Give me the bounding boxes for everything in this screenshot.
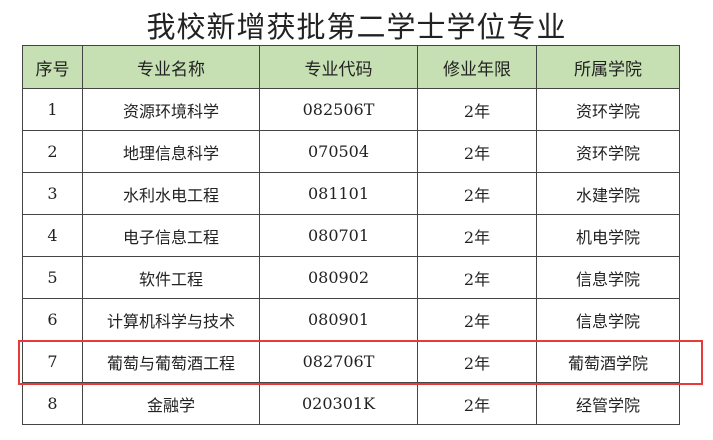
cell-college: 资环学院 bbox=[536, 130, 680, 173]
cell-index: 1 bbox=[22, 88, 83, 131]
cell-duration: 2年 bbox=[417, 130, 537, 173]
table-row: 5 软件工程 080902 2年 信息学院 bbox=[22, 256, 680, 299]
cell-duration: 2年 bbox=[417, 298, 537, 341]
cell-code: 081101 bbox=[259, 172, 418, 215]
cell-code: 080901 bbox=[259, 298, 418, 341]
page-title: 我校新增获批第二学士学位专业 bbox=[146, 10, 567, 44]
cell-name: 地理信息科学 bbox=[82, 130, 260, 173]
table-row: 8 金融学 020301K 2年 经管学院 bbox=[22, 382, 680, 425]
cell-index: 6 bbox=[22, 298, 83, 341]
cell-college: 资环学院 bbox=[536, 88, 680, 131]
cell-code: 080701 bbox=[259, 214, 418, 257]
table-row: 2 地理信息科学 070504 2年 资环学院 bbox=[22, 130, 680, 173]
cell-college: 经管学院 bbox=[536, 382, 680, 425]
cell-college: 机电学院 bbox=[536, 214, 680, 257]
table-row: 1 资源环境科学 082506T 2年 资环学院 bbox=[22, 88, 680, 131]
cell-duration: 2年 bbox=[417, 382, 537, 425]
cell-code: 080902 bbox=[259, 256, 418, 299]
cell-college: 信息学院 bbox=[536, 256, 680, 299]
table-row: 4 电子信息工程 080701 2年 机电学院 bbox=[22, 214, 680, 257]
cell-duration: 2年 bbox=[417, 256, 537, 299]
cell-name: 软件工程 bbox=[82, 256, 260, 299]
col-header-code: 专业代码 bbox=[259, 45, 418, 89]
col-header-college: 所属学院 bbox=[536, 45, 680, 89]
cell-index: 5 bbox=[22, 256, 83, 299]
table-row: 3 水利水电工程 081101 2年 水建学院 bbox=[22, 172, 680, 215]
highlight-box bbox=[18, 340, 703, 385]
cell-duration: 2年 bbox=[417, 214, 537, 257]
cell-name: 资源环境科学 bbox=[82, 88, 260, 131]
table-header-row: 序号 专业名称 专业代码 修业年限 所属学院 bbox=[22, 45, 680, 89]
cell-code: 070504 bbox=[259, 130, 418, 173]
cell-duration: 2年 bbox=[417, 172, 537, 215]
cell-code: 020301K bbox=[259, 382, 418, 425]
cell-index: 3 bbox=[22, 172, 83, 215]
cell-name: 计算机科学与技术 bbox=[82, 298, 260, 341]
col-header-name: 专业名称 bbox=[82, 45, 260, 89]
majors-table: 序号 专业名称 专业代码 修业年限 所属学院 1 资源环境科学 082506T 2年资… bbox=[22, 45, 680, 425]
table-row: 7 葡萄与葡萄酒工程 082706T 2年 葡萄酒学院 bbox=[22, 340, 680, 383]
cell-index: 7 bbox=[22, 340, 83, 383]
cell-name: 水利水电工程 bbox=[82, 172, 260, 215]
col-header-duration: 修业年限 bbox=[417, 45, 537, 89]
cell-code: 082506T bbox=[259, 88, 418, 131]
cell-college: 葡萄酒学院 bbox=[536, 340, 680, 383]
cell-index: 8 bbox=[22, 382, 83, 425]
cell-college: 水建学院 bbox=[536, 172, 680, 215]
cell-college: 信息学院 bbox=[536, 298, 680, 341]
cell-name: 电子信息工程 bbox=[82, 214, 260, 257]
cell-name: 葡萄与葡萄酒工程 bbox=[82, 340, 260, 383]
cell-index: 4 bbox=[22, 214, 83, 257]
cell-name: 金融学 bbox=[82, 382, 260, 425]
table-row: 6 计算机科学与技术 080901 2年 信息学院 bbox=[22, 298, 680, 341]
cell-duration: 2年 bbox=[417, 88, 537, 131]
col-header-index: 序号 bbox=[22, 45, 83, 89]
cell-index: 2 bbox=[22, 130, 83, 173]
